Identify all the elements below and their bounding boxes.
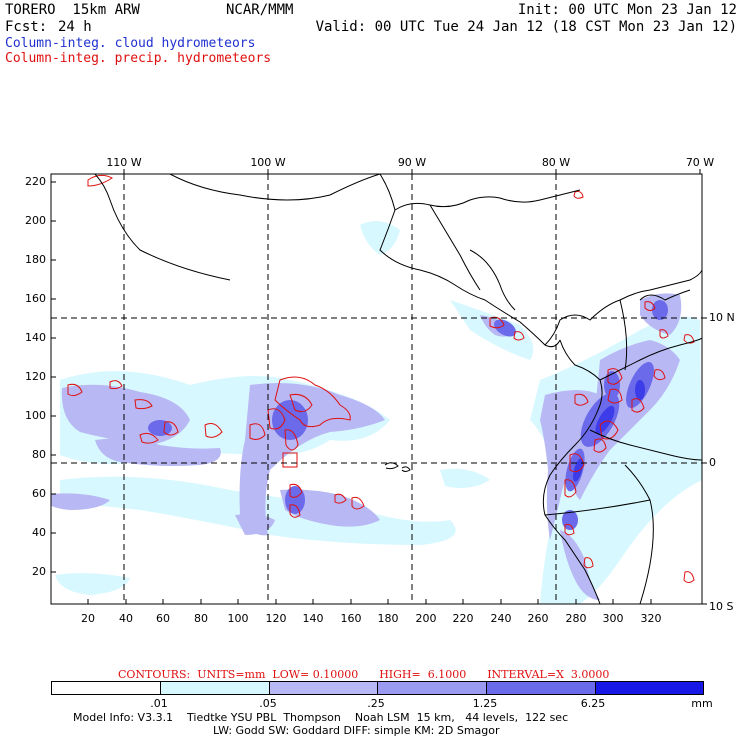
center-name: NCAR/MMM: [226, 2, 294, 18]
x-tick-140: 140: [302, 612, 324, 625]
init-time: Init: 00 UTC Mon 23 Jan 12: [517, 2, 737, 18]
coastlines: [94, 174, 702, 604]
fcst-value: 24 h: [58, 19, 92, 35]
lat-label-0: 0: [709, 456, 716, 469]
y-tick-160: 160: [25, 292, 46, 305]
y-tick-200: 200: [25, 214, 46, 227]
x-tick-60: 60: [156, 612, 170, 625]
x-tick-100: 100: [227, 612, 249, 625]
model-info: Model Info: V3.3.1 Tiedtke YSU PBL Thomp…: [73, 711, 569, 724]
x-tick-80: 80: [194, 612, 208, 625]
y-tick-20: 20: [32, 565, 46, 578]
x-tick-320: 320: [640, 612, 662, 625]
colorbar: [51, 681, 704, 695]
precip-contours: [67, 174, 695, 583]
colorbar-bin-2: [159, 682, 269, 694]
lat-label-10s: 10 S: [709, 600, 734, 613]
colorbar-units: mm: [691, 697, 713, 710]
x-tick-240: 240: [490, 612, 512, 625]
colorbar-label-01: .01: [150, 697, 168, 710]
axis-ticks: [51, 169, 707, 605]
x-tick-160: 160: [340, 612, 362, 625]
lat-lon-grid: [51, 174, 702, 604]
colorbar-label-125: 1.25: [472, 697, 498, 710]
lon-label-70w: 70 W: [685, 156, 715, 169]
colorbar-bin-1: [52, 682, 160, 694]
model-physics: LW: Godd SW: Goddard DIFF: simple KM: 2D…: [213, 724, 500, 737]
lon-label-100w: 100 W: [250, 156, 286, 169]
y-tick-180: 180: [25, 253, 46, 266]
colorbar-label-25: .25: [367, 697, 385, 710]
colorbar-bin-5: [486, 682, 596, 694]
model-title: TORERO 15km ARW: [5, 2, 140, 18]
y-tick-60: 60: [32, 487, 46, 500]
legend-cloud: Column-integ. cloud hydrometeors: [5, 36, 256, 51]
x-tick-300: 300: [602, 612, 624, 625]
lon-label-80w: 80 W: [541, 156, 571, 169]
x-tick-20: 20: [81, 612, 95, 625]
colorbar-bin-4: [377, 682, 487, 694]
colorbar-bin-6: [595, 682, 703, 694]
y-tick-220: 220: [25, 175, 46, 188]
y-tick-40: 40: [32, 526, 46, 539]
y-tick-100: 100: [25, 409, 46, 422]
x-tick-200: 200: [415, 612, 437, 625]
lat-label-10n: 10 N: [709, 311, 735, 324]
x-tick-280: 280: [565, 612, 587, 625]
plot-frame: [50, 173, 703, 605]
x-tick-40: 40: [119, 612, 133, 625]
y-tick-120: 120: [25, 370, 46, 383]
valid-time: Valid: 00 UTC Tue 24 Jan 12 (18 CST Mon …: [315, 19, 737, 35]
x-tick-180: 180: [377, 612, 399, 625]
x-tick-260: 260: [527, 612, 549, 625]
lon-label-110w: 110 W: [106, 156, 142, 169]
y-tick-140: 140: [25, 331, 46, 344]
lon-label-90w: 90 W: [397, 156, 427, 169]
fcst-label: Fcst:: [5, 19, 48, 35]
contour-info: CONTOURS: UNITS=mm LOW= 0.10000 HIGH= 6.…: [118, 668, 610, 681]
colorbar-bin-3: [268, 682, 378, 694]
x-tick-120: 120: [265, 612, 287, 625]
x-tick-220: 220: [452, 612, 474, 625]
legend-precip: Column-integ. precip. hydrometeors: [5, 51, 272, 66]
y-tick-80: 80: [32, 448, 46, 461]
colorbar-label-05: .05: [259, 697, 277, 710]
colorbar-label-625: 6.25: [580, 697, 606, 710]
